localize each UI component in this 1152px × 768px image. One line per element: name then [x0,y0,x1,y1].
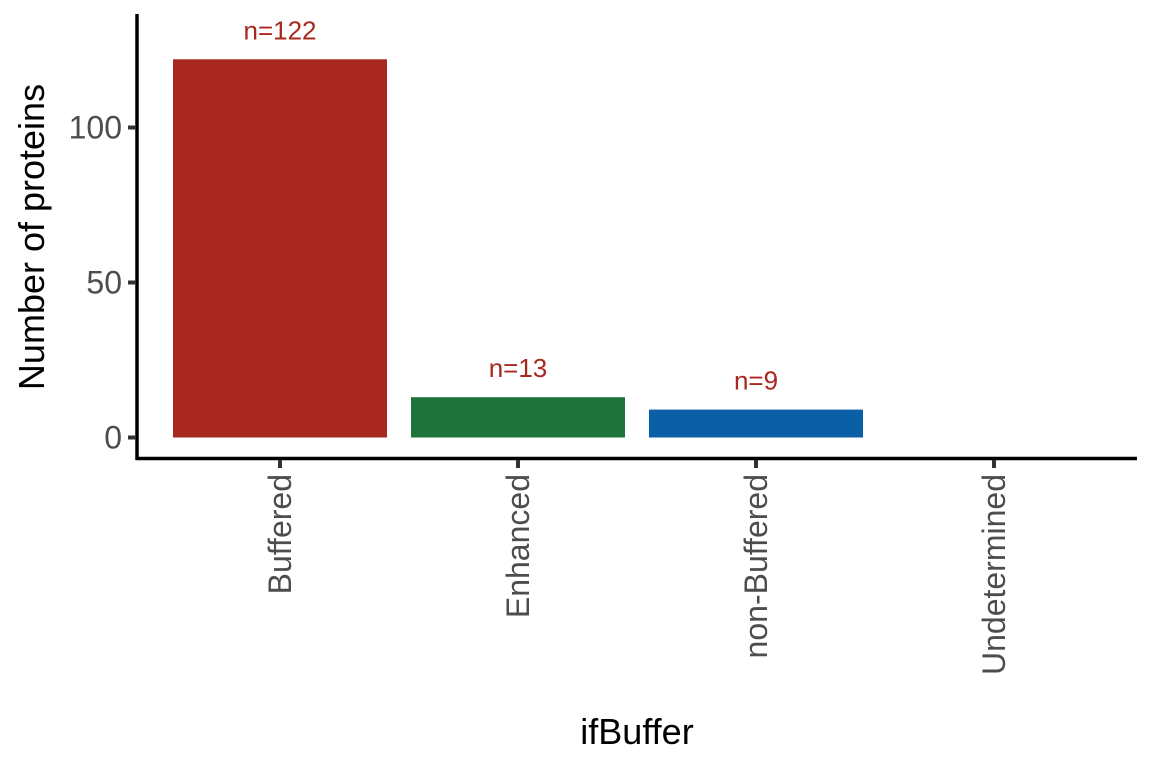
bar-non-buffered [649,409,863,438]
x-tick-label: Enhanced [500,474,536,618]
y-tick-label: 50 [86,265,122,301]
x-axis-title: ifBuffer [580,711,693,752]
axes-layer [135,14,1137,461]
bar-buffered [173,59,387,438]
y-tick-label: 100 [69,110,122,146]
x-tick-label: Undetermined [976,474,1012,675]
y-tick-label: 0 [104,420,122,456]
data-label-buffered: n=122 [243,15,316,45]
x-tick-label: non-Buffered [738,474,774,658]
x-tick-label: Buffered [262,474,298,594]
data-labels-layer: n=122 n=13 n=9 [243,15,778,395]
bar-enhanced [411,397,625,438]
data-label-non-buffered: n=9 [734,366,778,396]
x-ticks-layer: Buffered Enhanced non-Buffered Undetermined [262,460,1012,675]
y-axis-title: Number of proteins [11,84,52,390]
data-label-enhanced: n=13 [489,353,548,383]
y-ticks-layer: 0 50 100 [69,110,136,456]
bars-layer [173,59,863,438]
